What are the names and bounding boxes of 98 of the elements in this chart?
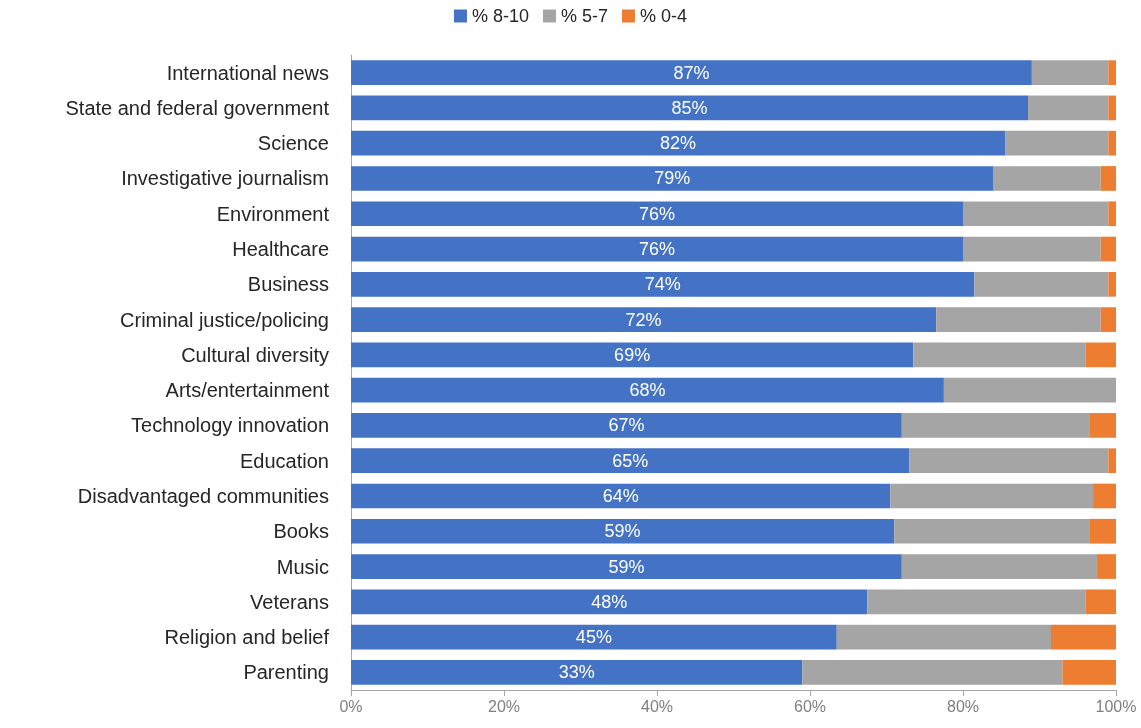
y-tick-label: International news [166, 61, 329, 84]
annotation: 74% [644, 274, 681, 295]
bar [351, 130, 1006, 156]
bar [974, 271, 1109, 297]
annotation: 59% [608, 556, 645, 577]
bar [351, 201, 963, 227]
bar [867, 589, 1086, 615]
x-tick-label: 60% [793, 697, 827, 715]
y-tick-label: Parenting [243, 661, 329, 684]
legend-label: % 8-10 [471, 6, 530, 26]
y-tick-label: Music [276, 555, 329, 578]
y-tick-label: Criminal justice/policing [120, 308, 329, 331]
bar [894, 518, 1090, 544]
annotation: 59% [604, 521, 641, 542]
y-tick-label: Healthcare [232, 238, 329, 261]
annotation: 82% [660, 133, 697, 154]
annotation: 79% [654, 168, 691, 189]
annotation: 76% [638, 239, 676, 260]
bar [351, 413, 902, 438]
bar [351, 377, 944, 403]
bar [1093, 483, 1116, 509]
bar [351, 166, 994, 191]
bar [1050, 624, 1116, 650]
annotation: 65% [612, 450, 649, 471]
bar [1100, 166, 1116, 191]
bar [1108, 60, 1116, 85]
bar [1089, 518, 1116, 544]
bar [1100, 307, 1116, 332]
y-tick-label: Investigative journalism [121, 167, 329, 190]
bar [1031, 60, 1109, 85]
bar [351, 448, 910, 474]
bar [351, 271, 975, 297]
bar [1108, 271, 1116, 297]
y-tick-label: Technology innovation [131, 414, 329, 437]
x-tick-label: 40% [640, 697, 674, 715]
x-tick-label: 100% [1095, 697, 1137, 715]
y-tick-label: Education [240, 449, 329, 472]
bar [901, 413, 1090, 438]
y-tick-label: Books [273, 520, 329, 543]
y-tick-label: State and federal government [65, 96, 330, 119]
bar [351, 660, 803, 685]
annotation: 67% [608, 415, 645, 436]
bar [943, 377, 1116, 403]
legend-label: % 5-7 [560, 6, 609, 26]
bar [963, 236, 1101, 262]
bar [1108, 201, 1116, 227]
bar [351, 307, 937, 332]
bar [802, 660, 1063, 685]
bar [1028, 95, 1109, 121]
y-tick-label: Veterans [250, 590, 329, 613]
bar [1089, 413, 1116, 438]
y-tick-label: Science [257, 132, 329, 155]
bar [1005, 130, 1109, 156]
bar [913, 342, 1086, 368]
y-tick-label: Disadvantaged communities [77, 484, 329, 507]
y-tick-label: Religion and belief [164, 626, 330, 649]
bar [890, 483, 1094, 509]
y-tick-label: Business [247, 273, 329, 296]
bar [909, 448, 1109, 474]
annotation: 76% [638, 203, 676, 224]
annotation: 45% [575, 627, 612, 648]
bar [351, 60, 1032, 85]
x-tick-label: 0% [339, 697, 363, 715]
annotation: 85% [671, 97, 708, 118]
bar [1108, 448, 1116, 474]
annotation: 33% [558, 662, 595, 683]
bar [963, 201, 1109, 227]
annotation: 68% [629, 380, 666, 401]
annotation: 87% [673, 62, 710, 83]
bar [351, 236, 963, 262]
x-tick-label: 80% [946, 697, 980, 715]
bar [351, 518, 895, 544]
bar [351, 624, 837, 650]
bar [351, 589, 868, 615]
bar [351, 95, 1029, 121]
bar [936, 307, 1101, 332]
y-tick-label: Cultural diversity [181, 343, 329, 366]
bar [1096, 554, 1116, 579]
y-tick-label: Arts/entertainment [165, 379, 330, 402]
bar [1062, 660, 1116, 685]
legend-label: % 0-4 [640, 6, 688, 26]
bar [1108, 130, 1116, 156]
annotation: 69% [614, 344, 651, 365]
bar [351, 483, 891, 509]
bar [836, 624, 1051, 650]
y-tick-label: Environment [216, 202, 330, 225]
bar [1085, 589, 1116, 615]
annotation: 72% [625, 309, 662, 330]
bar [1085, 342, 1116, 368]
bar [351, 554, 902, 579]
bar [351, 342, 914, 368]
annotation: 48% [591, 591, 628, 612]
annotation: 64% [602, 485, 639, 506]
bar [901, 554, 1097, 579]
bar [993, 166, 1101, 191]
bar [1100, 236, 1116, 262]
bar [1108, 95, 1116, 121]
x-tick-label: 20% [487, 697, 521, 715]
